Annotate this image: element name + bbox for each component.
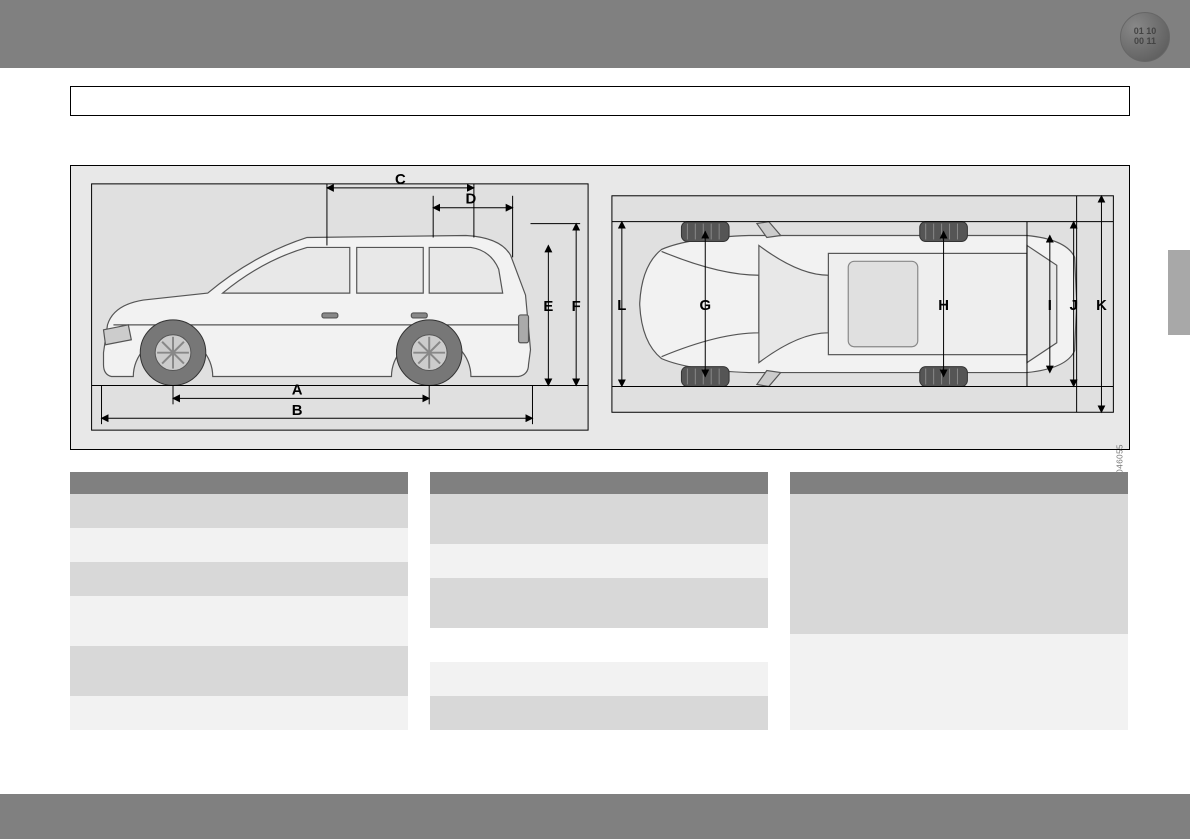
label-H: H xyxy=(938,298,949,314)
table-row xyxy=(430,544,768,578)
table-row xyxy=(790,472,1128,494)
table-row xyxy=(430,662,768,696)
label-C: C xyxy=(395,172,406,188)
dimension-tables xyxy=(70,472,1130,730)
table-2 xyxy=(430,472,768,730)
table-row xyxy=(70,562,408,596)
label-D: D xyxy=(466,192,477,208)
table-row xyxy=(70,494,408,528)
table-3 xyxy=(790,472,1128,730)
page-thumb-tab xyxy=(1168,250,1190,335)
header-medallion: 01 10 00 11 xyxy=(1120,12,1170,62)
label-I: I xyxy=(1048,298,1052,314)
table-row xyxy=(70,696,408,730)
table-row xyxy=(430,494,768,544)
title-box xyxy=(70,86,1130,116)
label-E: E xyxy=(543,299,553,315)
label-J: J xyxy=(1070,298,1078,314)
table-row xyxy=(430,578,768,628)
label-F: F xyxy=(572,299,581,315)
table-row xyxy=(430,696,768,730)
medallion-line2: 00 11 xyxy=(1134,37,1156,47)
label-K: K xyxy=(1096,298,1107,314)
label-L: L xyxy=(617,298,626,314)
footer-bar xyxy=(0,794,1190,839)
table-row xyxy=(70,528,408,562)
label-G: G xyxy=(699,298,711,314)
table-row xyxy=(70,646,408,696)
table-row xyxy=(430,628,768,662)
diagram-svg: A B C D E xyxy=(71,166,1129,449)
table-row xyxy=(70,472,408,494)
label-A: A xyxy=(292,382,303,398)
table-row xyxy=(790,634,1128,730)
table-row xyxy=(790,494,1128,634)
label-B: B xyxy=(292,403,303,419)
table-row xyxy=(70,596,408,646)
dimensions-diagram: A B C D E xyxy=(70,165,1130,450)
table-row xyxy=(430,472,768,494)
table-1 xyxy=(70,472,408,730)
header-bar xyxy=(0,0,1190,68)
